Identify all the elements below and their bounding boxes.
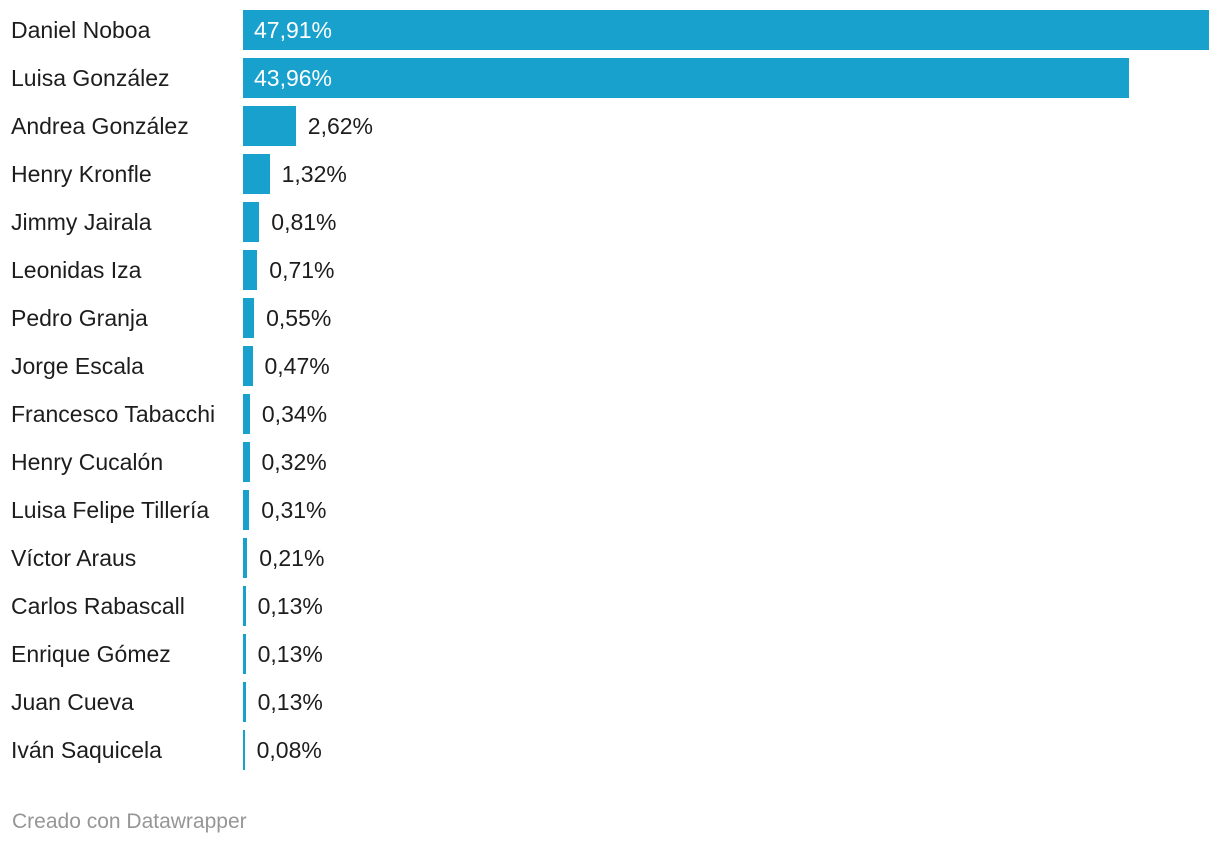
bar-track: 0,13% [243, 634, 1220, 674]
bar-row: Víctor Araus 0,21% [0, 534, 1220, 582]
bar-track: 0,55% [243, 298, 1220, 338]
bar-track: 0,81% [243, 202, 1220, 242]
value-label: 43,96% [254, 65, 333, 91]
candidate-name-label: Jimmy Jairala [11, 209, 152, 235]
bar-row: Juan Cueva 0,13% [0, 678, 1220, 726]
value-label: 0,71% [269, 257, 335, 283]
value-label: 0,47% [264, 353, 330, 379]
bar-row: Enrique Gómez 0,13% [0, 630, 1220, 678]
value-label: 0,81% [271, 209, 337, 235]
candidate-name-label: Enrique Gómez [11, 641, 171, 667]
bar-track: 0,34% [243, 394, 1220, 434]
bar-track: 0,13% [243, 586, 1220, 626]
candidate-name-label: Francesco Tabacchi [11, 401, 216, 427]
candidate-name-label: Henry Cucalón [11, 449, 164, 475]
bar-row: Leonidas Iza 0,71% [0, 246, 1220, 294]
bar [243, 634, 246, 674]
bar-row: Jimmy Jairala 0,81% [0, 198, 1220, 246]
bar-row: Carlos Rabascall 0,13% [0, 582, 1220, 630]
bar [243, 730, 245, 770]
value-label: 0,32% [261, 449, 327, 475]
bar-row: Francesco Tabacchi 0,34% [0, 390, 1220, 438]
datawrapper-attribution-link[interactable]: Creado con Datawrapper [12, 810, 247, 833]
bar-track: 43,96% [243, 58, 1220, 98]
value-label: 0,34% [261, 401, 328, 427]
candidate-name-label: Andrea González [11, 113, 189, 139]
bar-track: 2,62% [243, 106, 1220, 146]
bar [243, 394, 250, 434]
bar [243, 106, 296, 146]
candidate-name-label: Leonidas Iza [11, 257, 142, 283]
bar-track: 0,47% [243, 346, 1220, 386]
value-label: 0,08% [256, 737, 322, 763]
bar-track: 0,08% [243, 730, 1220, 770]
bar-row: Pedro Granja 0,55% [0, 294, 1220, 342]
bar-track: 0,31% [243, 490, 1220, 530]
candidate-name-label: Iván Saquicela [11, 737, 162, 763]
bar [243, 250, 258, 290]
value-label: 0,31% [261, 497, 327, 523]
value-label: 1,32% [281, 161, 347, 187]
bar-row: Andrea González 2,62% [0, 102, 1220, 150]
candidate-name-label: Pedro Granja [11, 305, 148, 331]
value-label: 0,55% [266, 305, 332, 331]
bar-row: Daniel Noboa 47,91% [0, 6, 1220, 54]
bar: 47,91% [243, 10, 1209, 50]
bar-track: 0,32% [243, 442, 1220, 482]
bar-track: 0,13% [243, 682, 1220, 722]
value-label: 47,91% [254, 17, 333, 43]
value-label: 0,13% [257, 689, 323, 715]
candidate-name-label: Luisa Felipe Tillería [11, 497, 210, 523]
value-label: 0,21% [259, 545, 325, 571]
chart-rows: Daniel Noboa 47,91% Luisa González 43,96% An… [0, 6, 1220, 774]
value-label: 0,13% [257, 593, 323, 619]
bar-row: Jorge Escala 0,47% [0, 342, 1220, 390]
candidate-name-label: Luisa González [11, 65, 170, 91]
candidate-name-label: Víctor Araus [11, 545, 137, 571]
value-label: 0,13% [257, 641, 323, 667]
bar [243, 586, 246, 626]
bar [243, 682, 246, 722]
candidate-name-label: Daniel Noboa [11, 17, 151, 43]
bar [243, 154, 270, 194]
candidate-name-label: Jorge Escala [11, 353, 144, 379]
candidate-name-label: Juan Cueva [11, 689, 134, 715]
bar-row: Luisa Felipe Tillería 0,31% [0, 486, 1220, 534]
bar [243, 442, 250, 482]
chart-footer: Creado con Datawrapper [12, 808, 247, 836]
bar [243, 538, 248, 578]
bar [243, 202, 260, 242]
bar-track: 47,91% [243, 10, 1220, 50]
bar-row: Henry Kronfle 1,32% [0, 150, 1220, 198]
candidate-name-label: Carlos Rabascall [11, 593, 185, 619]
bar-track: 1,32% [243, 154, 1220, 194]
bar [243, 298, 255, 338]
bar-row: Henry Cucalón 0,32% [0, 438, 1220, 486]
value-label: 2,62% [307, 113, 374, 139]
candidate-name-label: Henry Kronfle [11, 161, 152, 187]
bar-track: 0,21% [243, 538, 1220, 578]
bar [243, 346, 253, 386]
bar [243, 490, 250, 530]
bar-row: Luisa González 43,96% [0, 54, 1220, 102]
bar-track: 0,71% [243, 250, 1220, 290]
bar: 43,96% [243, 58, 1130, 98]
bar-row: Iván Saquicela 0,08% [0, 726, 1220, 774]
